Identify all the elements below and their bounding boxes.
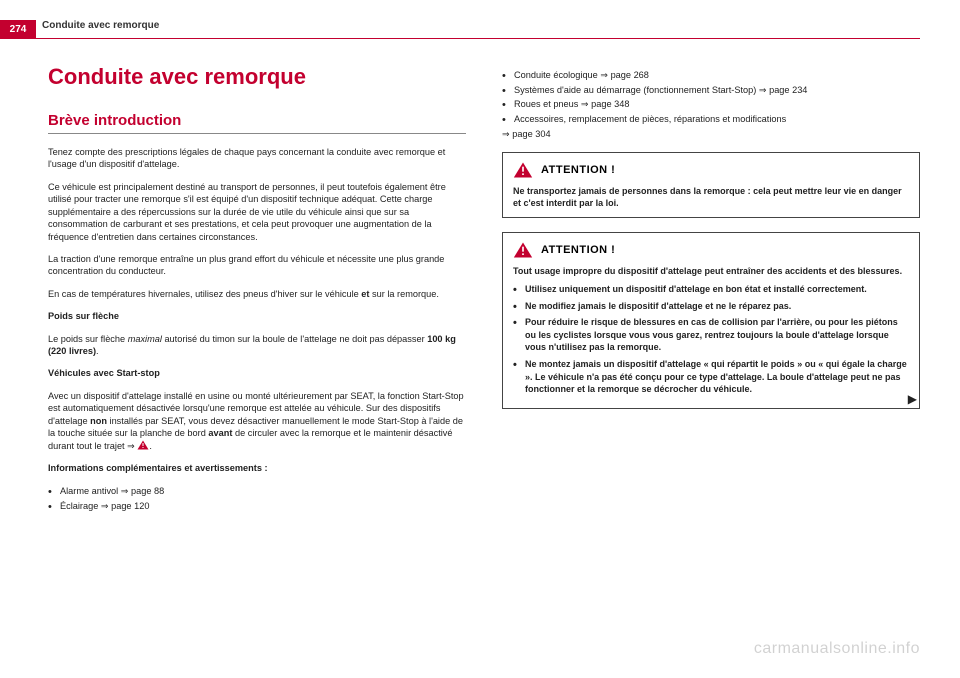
page-title: Conduite avec remorque — [48, 64, 466, 90]
heading-poids-text: Poids sur flèche — [48, 311, 119, 321]
left-column: Conduite avec remorque Brève introductio… — [48, 64, 466, 622]
page-number-tab: 274 — [0, 20, 36, 38]
bullet-roues: Roues et pneus ⇒ page 348 — [502, 97, 920, 112]
bullet-alarme: Alarme antivol ⇒ page 88 — [48, 484, 466, 499]
page: 274 Conduite avec remorque Conduite avec… — [0, 0, 960, 678]
continuation-arrow-icon: ▶ — [908, 392, 917, 406]
para-winter: En cas de températures hivernales, utili… — [48, 288, 466, 300]
para-poids-c: autorisé du timon sur la boule de l'atte… — [162, 334, 427, 344]
para-startstop: Avec un dispositif d'attelage installé e… — [48, 390, 466, 452]
attention-box-2-header: ATTENTION ! — [513, 241, 909, 259]
section-heading-intro: Brève introduction — [48, 112, 466, 129]
attention-box-2-li1: Utilisez uniquement un dispositif d'atte… — [513, 283, 909, 296]
attention-box-1-title: ATTENTION ! — [541, 164, 615, 176]
section-rule — [48, 133, 466, 134]
attention-box-1-header: ATTENTION ! — [513, 161, 909, 179]
heading-info-text: Informations complémentaires et avertiss… — [48, 463, 268, 473]
attention-box-2-li3: Pour réduire le risque de blessures en c… — [513, 316, 909, 354]
attention-box-2-li4: Ne montez jamais un dispositif d'attelag… — [513, 358, 909, 396]
header-red-line — [0, 38, 920, 39]
attention-box-1-text: Ne transportez jamais de personnes dans … — [513, 185, 909, 209]
bullet-acc-text: Accessoires, remplacement de pièces, rép… — [514, 114, 786, 124]
para-winter-a: En cas de températures hivernales, utili… — [48, 289, 361, 299]
attention-box-2: ATTENTION ! Tout usage impropre du dispo… — [502, 232, 920, 409]
warning-icon-inline — [137, 440, 149, 450]
bullet-eclairage: Éclairage ⇒ page 120 — [48, 499, 466, 514]
watermark: carmanualsonline.info — [754, 640, 920, 658]
bullet-accessoires: Accessoires, remplacement de pièces, rép… — [502, 112, 920, 141]
para-legal: Tenez compte des prescriptions légales d… — [48, 146, 466, 171]
bullet-eco: Conduite écologique ⇒ page 268 — [502, 68, 920, 83]
attention-box-2-list: Utilisez uniquement un dispositif d'atte… — [513, 283, 909, 396]
heading-startstop-text: Véhicules avec Start-stop — [48, 368, 160, 378]
para-ss-f: . — [149, 441, 152, 451]
para-poids: Le poids sur flèche maximal autorisé du … — [48, 333, 466, 358]
para-poids-a: Le poids sur flèche — [48, 334, 128, 344]
warning-icon — [513, 241, 533, 259]
para-vehicle-purpose: Ce véhicule est principalement destiné a… — [48, 181, 466, 243]
warning-icon — [513, 161, 533, 179]
info-bullets-right: Conduite écologique ⇒ page 268 Systèmes … — [502, 68, 920, 142]
heading-info: Informations complémentaires et avertiss… — [48, 462, 466, 474]
heading-poids: Poids sur flèche — [48, 310, 466, 322]
para-ss-avant: avant — [208, 428, 232, 438]
bullet-startstop: Systèmes d'aide au démarrage (fonctionne… — [502, 83, 920, 98]
right-column: Conduite écologique ⇒ page 268 Systèmes … — [502, 64, 920, 622]
heading-startstop: Véhicules avec Start-stop — [48, 367, 466, 379]
running-head: Conduite avec remorque — [42, 20, 159, 31]
para-poids-max: maximal — [128, 334, 162, 344]
info-bullets-left: Alarme antivol ⇒ page 88 Éclairage ⇒ pag… — [48, 484, 466, 513]
para-traction: La traction d'une remorque entraîne un p… — [48, 253, 466, 278]
attention-box-2-title: ATTENTION ! — [541, 244, 615, 256]
para-winter-c: sur la remorque. — [369, 289, 438, 299]
para-ss-non: non — [90, 416, 107, 426]
para-poids-e: . — [96, 346, 99, 356]
attention-box-2-li2: Ne modifiez jamais le dispositif d'attel… — [513, 300, 909, 313]
bullet-acc-page: ⇒ page 304 — [502, 129, 551, 139]
attention-box-1: ATTENTION ! Ne transportez jamais de per… — [502, 152, 920, 218]
content-columns: Conduite avec remorque Brève introductio… — [48, 64, 920, 622]
attention-box-2-intro: Tout usage impropre du dispositif d'atte… — [513, 265, 909, 277]
